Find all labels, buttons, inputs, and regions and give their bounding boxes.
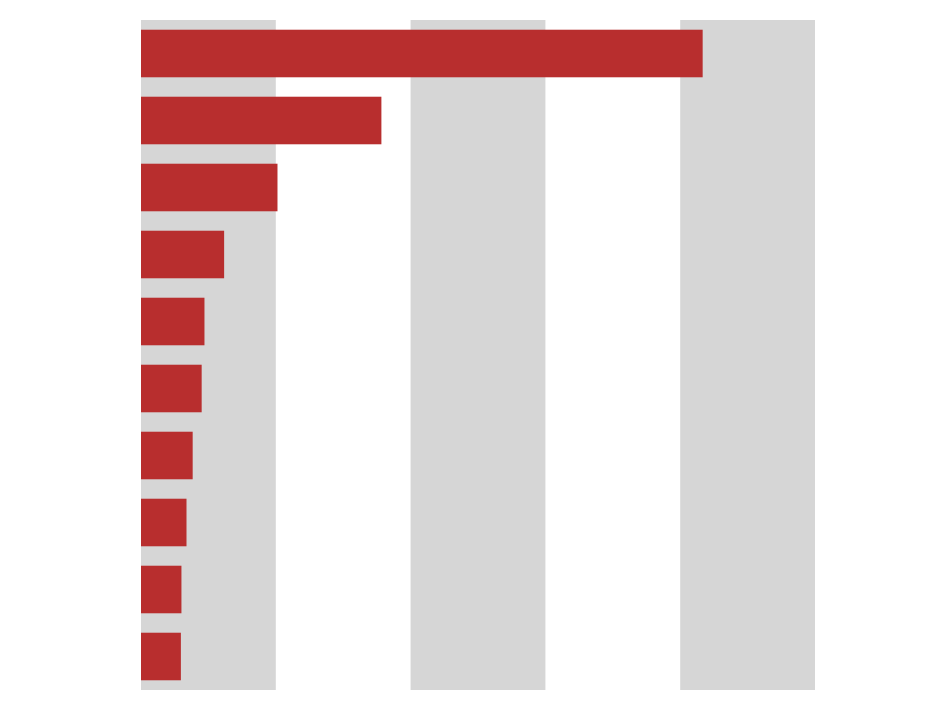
bar (141, 364, 202, 413)
bar (141, 498, 187, 547)
bar (141, 230, 225, 279)
bars (141, 29, 703, 681)
grid-band (680, 20, 815, 690)
bar (141, 431, 193, 480)
grid-band (410, 20, 546, 690)
bar (141, 297, 205, 346)
bar (141, 163, 278, 212)
bar (141, 632, 181, 681)
bar (141, 29, 703, 78)
bar (141, 96, 382, 145)
bar (141, 565, 182, 614)
